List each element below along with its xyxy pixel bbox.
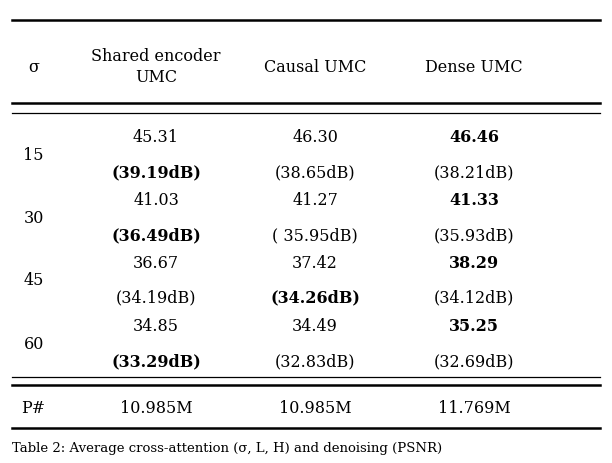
Text: 10.985M: 10.985M: [120, 399, 192, 416]
Text: ( 35.95dB): ( 35.95dB): [272, 227, 358, 244]
Text: 35.25: 35.25: [449, 318, 499, 334]
Text: 41.27: 41.27: [293, 192, 338, 208]
Text: Dense UMC: Dense UMC: [425, 59, 523, 75]
Text: 36.67: 36.67: [133, 254, 179, 271]
Text: 34.85: 34.85: [133, 318, 179, 334]
Text: (32.69dB): (32.69dB): [434, 353, 515, 369]
Text: 11.769M: 11.769M: [438, 399, 510, 416]
Text: 41.33: 41.33: [449, 192, 499, 208]
Text: 60: 60: [23, 335, 44, 352]
Text: 10.985M: 10.985M: [279, 399, 351, 416]
Text: (34.26dB): (34.26dB): [271, 289, 360, 306]
Text: (36.49dB): (36.49dB): [111, 227, 201, 244]
Text: σ: σ: [28, 59, 39, 75]
Text: 15: 15: [23, 147, 44, 163]
Text: (39.19dB): (39.19dB): [111, 164, 201, 181]
Text: Shared encoder
UMC: Shared encoder UMC: [91, 48, 221, 86]
Text: P#: P#: [21, 399, 46, 416]
Text: (32.83dB): (32.83dB): [275, 353, 356, 369]
Text: 46.46: 46.46: [449, 129, 499, 146]
Text: Causal UMC: Causal UMC: [264, 59, 367, 75]
Text: 41.03: 41.03: [133, 192, 179, 208]
Text: 46.30: 46.30: [293, 129, 338, 146]
Text: 34.49: 34.49: [293, 318, 338, 334]
Text: (33.29dB): (33.29dB): [111, 353, 201, 369]
Text: 45: 45: [23, 272, 44, 288]
Text: (38.65dB): (38.65dB): [275, 164, 356, 181]
Text: (35.93dB): (35.93dB): [434, 227, 515, 244]
Text: 38.29: 38.29: [449, 254, 499, 271]
Text: (34.19dB): (34.19dB): [116, 289, 196, 306]
Text: (34.12dB): (34.12dB): [434, 289, 515, 306]
Text: Table 2: Average cross-attention (σ, L, H) and denoising (PSNR): Table 2: Average cross-attention (σ, L, …: [12, 441, 442, 454]
Text: 37.42: 37.42: [293, 254, 338, 271]
Text: 45.31: 45.31: [133, 129, 179, 146]
Text: (38.21dB): (38.21dB): [434, 164, 515, 181]
Text: 30: 30: [23, 209, 44, 226]
